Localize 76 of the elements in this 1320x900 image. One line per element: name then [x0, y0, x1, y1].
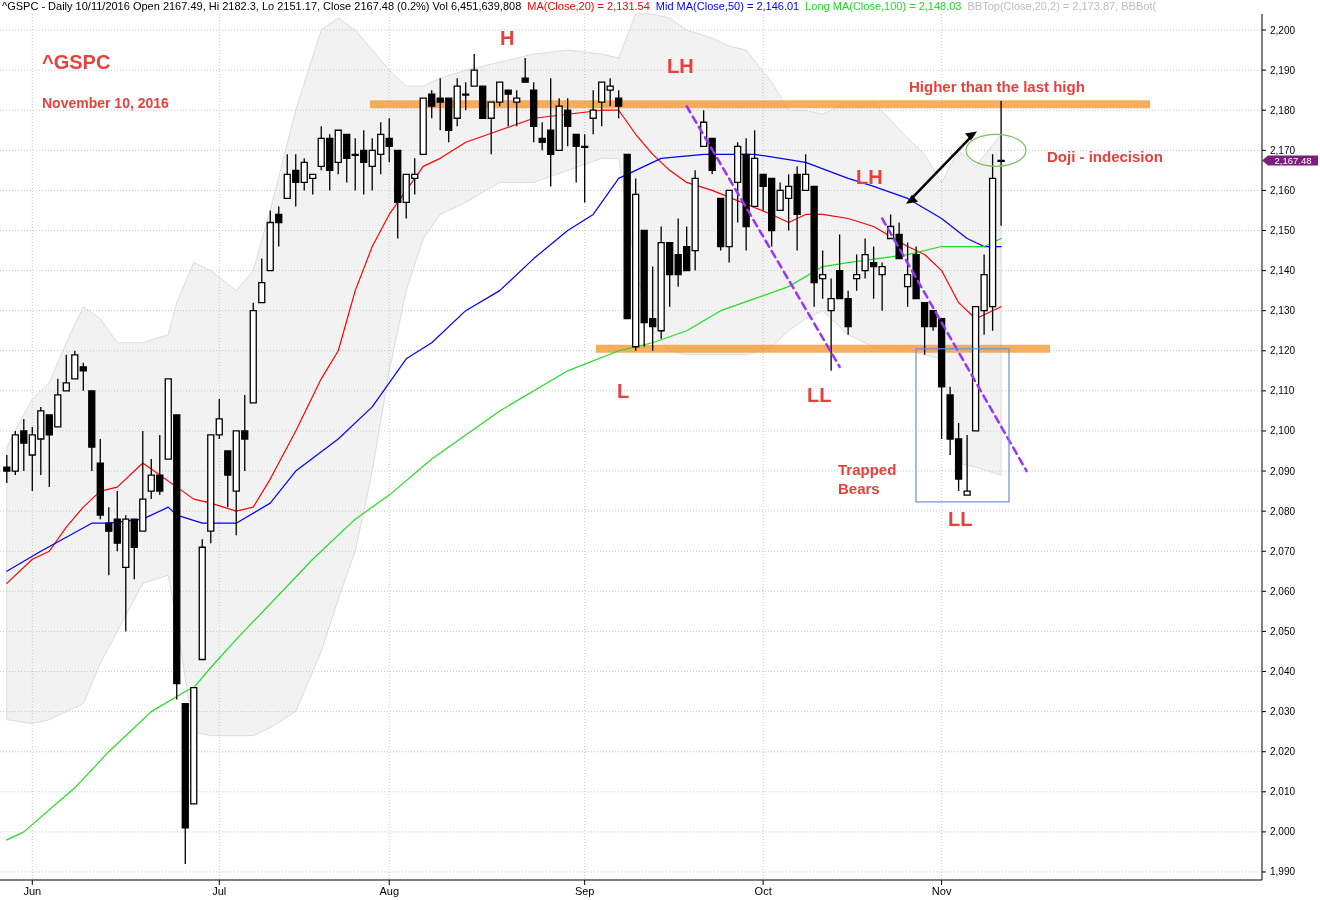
candlestick [598, 81, 606, 127]
annotation: Doji - indecision [1047, 147, 1163, 165]
x-tick-label: Jun [23, 885, 42, 897]
y-tick-label: 2,170 [1270, 144, 1296, 156]
x-tick-label: Sep [574, 885, 595, 897]
candlestick [394, 149, 402, 240]
y-tick-label: 2,050 [1270, 625, 1296, 637]
y-tick-label: 2,160 [1270, 184, 1296, 196]
candlestick [224, 450, 232, 508]
annotation: LL [807, 383, 832, 406]
annotation: ^GSPC [42, 50, 111, 73]
candlestick [385, 117, 393, 163]
candlestick [963, 434, 971, 496]
y-tick-label: 2,120 [1270, 345, 1296, 357]
y-tick-label: 2,000 [1270, 826, 1296, 838]
annotation: LH [856, 166, 883, 189]
y-tick-label: 2,080 [1270, 505, 1296, 517]
x-tick-label: Oct [754, 885, 772, 897]
text: BBTop(Close,20,2) = 2,173.87, BBBot( [967, 0, 1157, 12]
candlestick [249, 302, 257, 404]
candlestick [997, 100, 1005, 227]
y-tick-label: 2,130 [1270, 305, 1296, 317]
candlestick [96, 438, 104, 520]
annotation: H [500, 26, 515, 49]
text: MA(Close,20) = 2,131.54 [527, 0, 650, 12]
y-tick-label: 2,060 [1270, 585, 1296, 597]
text: 2,167.48 [1274, 154, 1312, 166]
y-tick-label: 2,090 [1270, 465, 1296, 477]
x-tick-label: Aug [379, 885, 400, 897]
candlestick [215, 398, 223, 440]
candlestick [691, 169, 699, 272]
annotation: November 10, 2016 [42, 95, 170, 112]
candlestick [530, 81, 538, 143]
candlestick [198, 538, 206, 661]
annotation: Trapped Bears [838, 460, 897, 497]
line-series [6, 237, 1002, 841]
y-tick-label: 2,040 [1270, 666, 1296, 678]
candlestick [521, 57, 529, 83]
y-tick-label: 2,030 [1270, 706, 1296, 718]
y-tick-label: 2,200 [1270, 24, 1296, 36]
candlestick [62, 354, 70, 392]
candlestick [79, 362, 87, 392]
y-tick-label: 2,190 [1270, 64, 1296, 76]
candlestick [852, 253, 861, 292]
candlestick [725, 189, 733, 264]
annotation: LL [948, 507, 973, 530]
y-tick-label: 2,180 [1270, 104, 1296, 116]
candlestick [615, 89, 623, 119]
candlestick [513, 89, 521, 127]
candlestick [606, 77, 614, 107]
candlestick [88, 390, 96, 472]
y-tick-label: 2,110 [1270, 385, 1295, 397]
candlestick [71, 350, 79, 380]
candlestick [589, 89, 597, 135]
candlestick [207, 434, 215, 544]
y-tick-label: 2,070 [1270, 545, 1296, 557]
annotation: Higher than the last high [909, 78, 1085, 96]
y-tick-label: 2,010 [1270, 786, 1296, 798]
y-tick-label: 2,150 [1270, 225, 1296, 236]
text: Long MA(Close,100) = 2,148.03 [805, 0, 962, 12]
candlestick [504, 89, 512, 127]
y-tick-label: 2,100 [1270, 425, 1296, 437]
annotation: LH [667, 55, 694, 78]
candlestick [105, 506, 113, 576]
candlestick [734, 141, 742, 224]
candlestick [258, 257, 266, 304]
candlestick [3, 454, 11, 484]
y-tick-label: 1,990 [1270, 866, 1296, 878]
y-tick-label: 2,020 [1270, 746, 1296, 758]
candlestick [717, 197, 725, 252]
y-tick-label: 2,140 [1270, 265, 1296, 277]
annotation: L [617, 379, 630, 402]
x-tick-label: Nov [931, 885, 952, 897]
chart-title: ^GSPC - Daily 10/11/2016 Open 2167.49, Hi 2182.3, Lo 2151.17, Close 2167.48 (0.2%) Vol 6,451,639,808 [2, 0, 522, 12]
text: Mid MA(Close,50) = 2,146.01 [655, 0, 800, 12]
x-tick-label: Jul [212, 885, 227, 897]
